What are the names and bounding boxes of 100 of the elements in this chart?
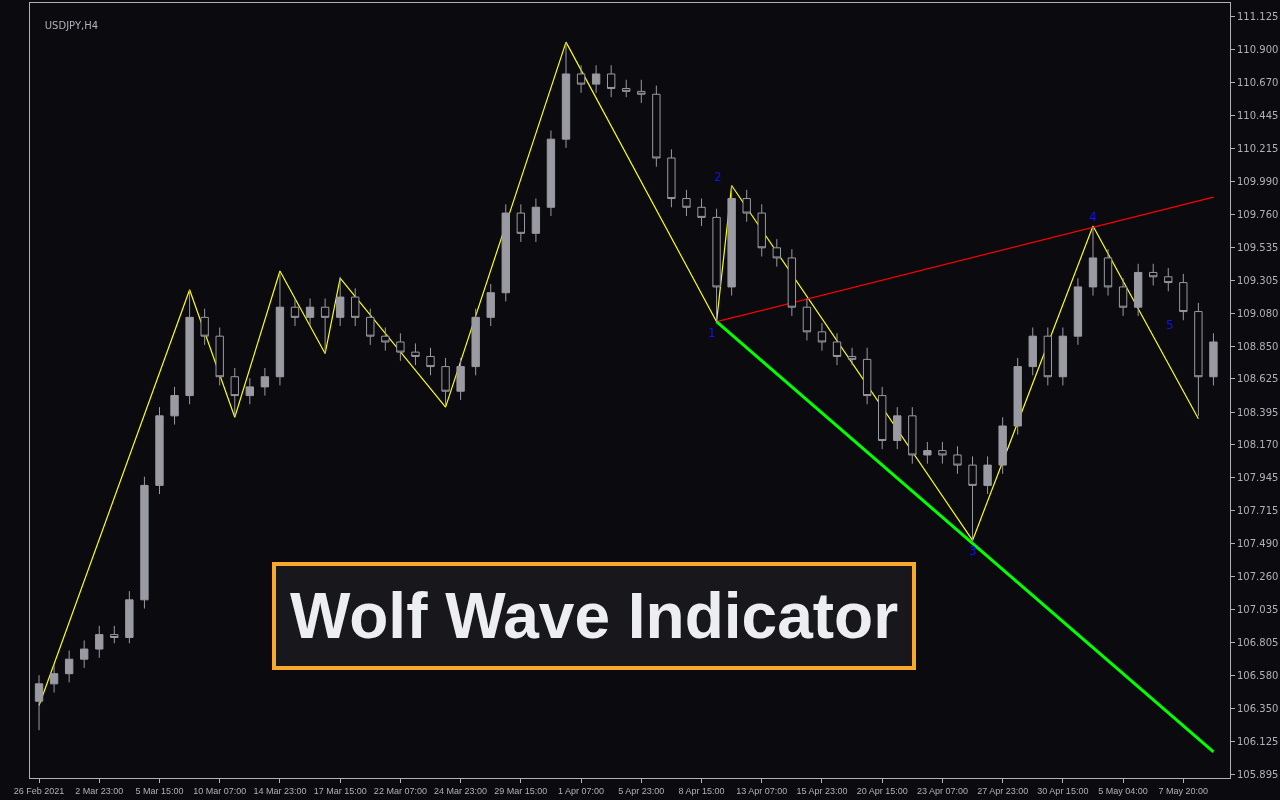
- candlestick: [772, 238, 781, 268]
- candlestick: [95, 625, 104, 659]
- candlestick: [516, 203, 526, 243]
- y-tick-label: 107.260: [1237, 571, 1279, 583]
- y-tick-label: 110.215: [1237, 143, 1279, 155]
- candlestick: [847, 347, 857, 366]
- candlestick: [832, 332, 842, 366]
- candlestick: [245, 377, 255, 405]
- candlestick: [1133, 263, 1143, 317]
- candlestick: [1194, 302, 1203, 417]
- y-tick-label: 106.805: [1237, 637, 1279, 649]
- candlestick: [1209, 332, 1218, 386]
- y-tick-label: 107.715: [1237, 505, 1279, 517]
- candlestick: [64, 650, 74, 683]
- candlestick: [606, 64, 616, 98]
- annotation: 2: [714, 170, 722, 184]
- candlestick: [652, 85, 661, 168]
- candlestick: [757, 203, 766, 257]
- candlestick: [531, 198, 541, 243]
- candlestick: [923, 441, 932, 465]
- y-tick-label: 109.535: [1237, 241, 1279, 253]
- candlestick: [200, 308, 209, 346]
- y-tick-label: 108.625: [1237, 373, 1279, 385]
- candlestick: [561, 41, 571, 149]
- candlestick: [983, 455, 992, 495]
- candlestick: [968, 455, 977, 541]
- candlestick: [787, 248, 797, 317]
- candlestick: [110, 625, 119, 644]
- y-tick-label: 108.170: [1237, 439, 1279, 451]
- candlestick: [290, 298, 300, 327]
- candlestick: [456, 357, 465, 401]
- y-tick-label: 108.850: [1237, 340, 1279, 352]
- annotation: 5: [1166, 318, 1174, 332]
- y-tick-label: 109.990: [1237, 175, 1279, 187]
- x-tick-label: 15 Apr 23:00: [796, 785, 848, 796]
- candlestick: [637, 79, 646, 104]
- candlestick: [215, 326, 224, 386]
- y-tick-label: 110.670: [1237, 77, 1279, 89]
- candlestick: [1149, 263, 1158, 286]
- candlestick: [260, 367, 270, 397]
- x-tick-label: 5 Apr 23:00: [618, 785, 665, 796]
- candlestick: [802, 298, 812, 342]
- candlestick: [140, 476, 149, 610]
- candlestick: [34, 674, 44, 731]
- candlestick: [335, 276, 345, 327]
- y-tick-label: 108.395: [1237, 406, 1279, 418]
- candlestick: [351, 287, 360, 327]
- x-tick-label: 22 Mar 07:00: [373, 785, 427, 796]
- x-tick-label: 17 Mar 15:00: [313, 785, 367, 796]
- candlestick: [1118, 277, 1128, 317]
- x-tick-label: 5 May 04:00: [1098, 785, 1148, 796]
- annotation: 4: [1089, 210, 1097, 224]
- candlestick: [727, 185, 736, 297]
- candlestick: [622, 79, 631, 98]
- candlestick: [170, 386, 179, 426]
- candlestick: [862, 347, 872, 405]
- candlestick: [591, 64, 601, 94]
- text: USDJPY,H4: [44, 20, 99, 32]
- x-tick-label: 14 Mar 23:00: [253, 785, 307, 796]
- candlestick: [275, 271, 285, 386]
- x-tick-label: 30 Apr 15:00: [1037, 785, 1089, 796]
- candlestick: [155, 406, 164, 495]
- x-tick-label: 7 May 20:00: [1158, 785, 1209, 796]
- x-tick-label: 26 Feb 2021: [13, 785, 65, 796]
- candlestick: [1013, 357, 1022, 436]
- candlestick: [697, 198, 706, 227]
- x-tick-label: 27 Apr 23:00: [977, 785, 1029, 796]
- candlestick: [381, 326, 390, 352]
- candlestick: [49, 664, 59, 694]
- y-tick-label: 107.035: [1237, 603, 1279, 615]
- y-tick-label: 109.760: [1237, 209, 1279, 220]
- candlestick: [501, 203, 510, 302]
- candlestick: [878, 386, 887, 450]
- candlestick: [230, 367, 239, 417]
- x-tick-label: 10 Mar 07:00: [193, 785, 247, 796]
- y-tick-label: 107.945: [1237, 471, 1279, 483]
- candlestick: [185, 289, 194, 405]
- candlestick: [366, 308, 375, 346]
- candlestick: [125, 590, 134, 644]
- x-tick-label: 23 Apr 07:00: [916, 785, 968, 796]
- candlestick: [486, 283, 495, 327]
- y-tick-label: 111.125: [1237, 11, 1279, 23]
- candlestick: [576, 64, 586, 94]
- candlestick: [1179, 273, 1188, 321]
- candlestick: [426, 347, 435, 376]
- y-tick-label: 105.895: [1237, 768, 1279, 780]
- candlestick: [1028, 326, 1037, 376]
- y-tick-label: 110.445: [1237, 109, 1279, 121]
- candlestick: [893, 406, 902, 450]
- x-tick-label: 8 Apr 15:00: [678, 785, 725, 796]
- candlestick: [320, 298, 330, 355]
- candlestick: [938, 441, 947, 465]
- x-tick-label: 29 Mar 15:00: [494, 785, 548, 796]
- candlestick: [1043, 326, 1053, 386]
- candlestick: [817, 322, 827, 352]
- candlestick: [953, 445, 962, 475]
- candlestick: [667, 148, 676, 208]
- y-tick-label: 110.900: [1237, 43, 1279, 55]
- candlestick: [1058, 326, 1068, 386]
- x-tick-label: 5 Mar 15:00: [135, 785, 184, 796]
